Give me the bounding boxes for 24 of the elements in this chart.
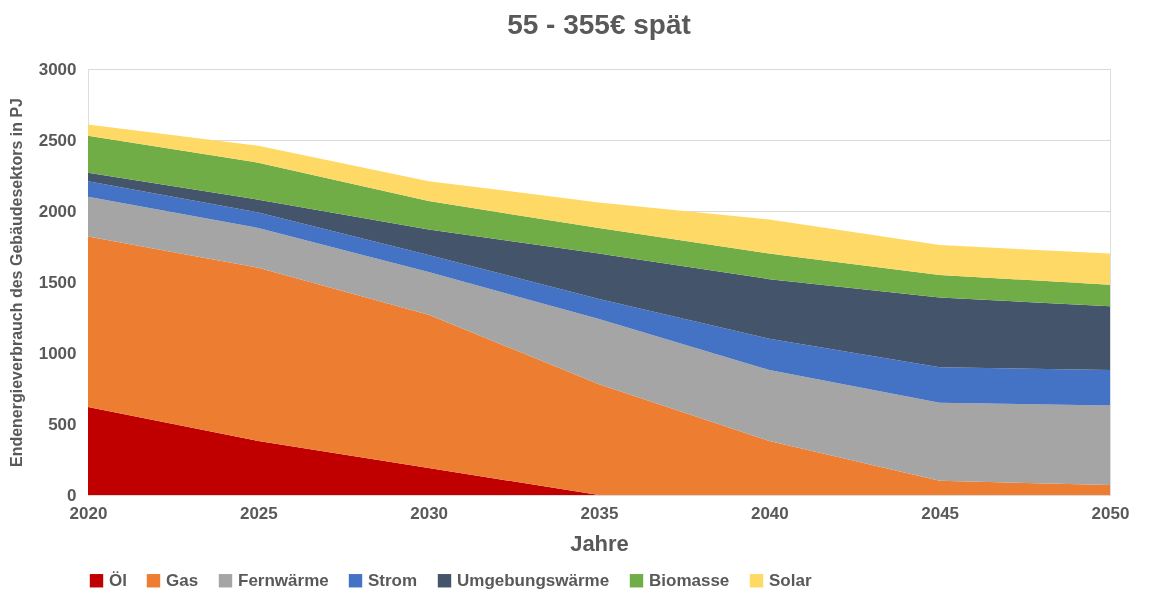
legend-label: Strom: [368, 570, 418, 590]
y-tick-label: 1000: [38, 343, 77, 363]
y-axis-title: Endenergieverbrauch des Gebäudesektors in PJ: [7, 97, 25, 468]
y-tick-label: 2000: [38, 201, 77, 221]
y-tick-label: 500: [48, 414, 77, 434]
x-tick-label: 2035: [580, 503, 619, 523]
chart-title: 55 - 355€ spät: [507, 9, 691, 40]
x-tick-label: 2045: [921, 503, 960, 523]
y-tick-label: 2500: [38, 130, 77, 150]
y-tick-label: 1500: [38, 272, 77, 292]
legend-label: Fernwärme: [238, 570, 329, 590]
legend-label: Biomasse: [649, 570, 730, 590]
y-tick-label: 3000: [38, 59, 77, 79]
x-tick-label: 2020: [69, 503, 108, 523]
x-tick-label: 2040: [750, 503, 789, 523]
legend-label: Solar: [769, 570, 812, 590]
x-tick-label: 2050: [1091, 503, 1130, 523]
legend-label: Gas: [166, 570, 199, 590]
x-axis-title: Jahre: [570, 530, 629, 556]
legend-label: Öl: [109, 570, 127, 590]
x-tick-label: 2025: [239, 503, 278, 523]
legend-label: Umgebungswärme: [457, 570, 610, 590]
x-tick-label: 2030: [410, 503, 449, 523]
y-tick-label: 0: [67, 485, 77, 505]
